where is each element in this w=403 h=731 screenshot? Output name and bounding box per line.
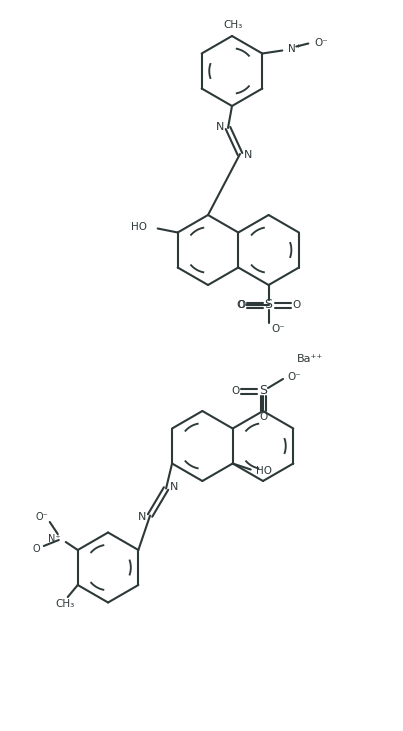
Text: CH₃: CH₃ [223,20,243,30]
Text: O: O [237,300,245,310]
Text: Ba⁺⁺: Ba⁺⁺ [297,354,323,364]
Text: N: N [216,122,224,132]
Text: N: N [244,150,252,160]
Text: O⁻: O⁻ [35,512,48,522]
Text: O⁻: O⁻ [287,372,301,382]
Text: HO: HO [131,222,147,232]
Text: O: O [32,544,40,554]
Text: HO: HO [256,466,272,477]
Text: O: O [231,386,239,396]
Text: N⁺: N⁺ [48,534,61,544]
Text: O: O [259,412,267,422]
Text: S: S [265,298,272,311]
Text: O: O [293,300,301,310]
Text: O⁻: O⁻ [272,324,285,334]
Text: N: N [138,512,146,521]
Text: O: O [237,300,246,310]
Text: N⁺: N⁺ [288,45,301,55]
Text: S: S [259,385,267,398]
Text: N: N [170,482,178,493]
Text: O⁻: O⁻ [314,37,328,48]
Text: CH₃: CH₃ [55,599,75,609]
